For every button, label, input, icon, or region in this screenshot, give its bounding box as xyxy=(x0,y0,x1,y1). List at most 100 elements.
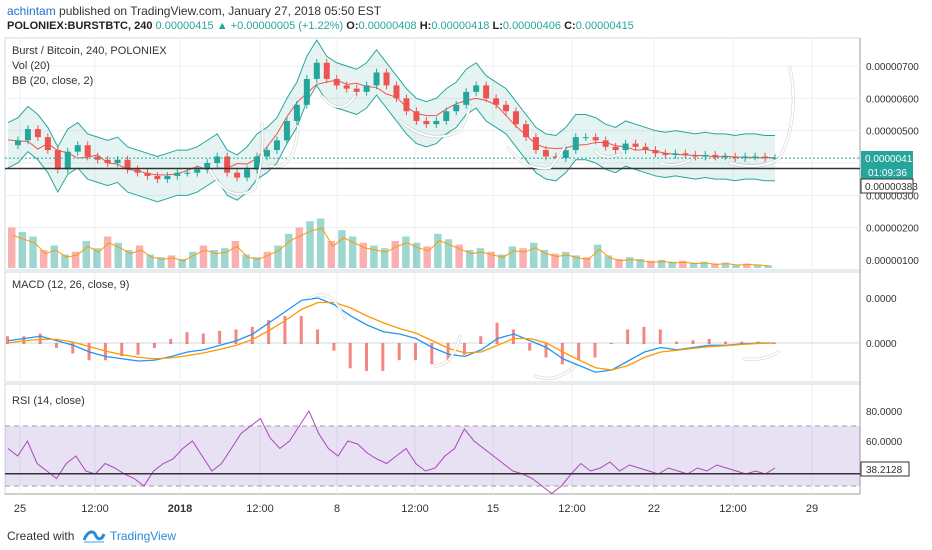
volume-bar xyxy=(572,255,581,268)
volume-bar xyxy=(615,259,623,268)
price-candles xyxy=(5,58,860,184)
macd-histogram-bar xyxy=(38,333,42,344)
rsi-value-tag xyxy=(860,461,910,477)
macd-series xyxy=(5,297,860,373)
macd-histogram-bar xyxy=(283,316,287,344)
volume-bar xyxy=(668,261,676,268)
volume-bar xyxy=(657,259,666,268)
volume-bar xyxy=(50,245,59,268)
candle-body xyxy=(532,137,539,151)
candle-body xyxy=(463,91,470,105)
volume-bar xyxy=(39,250,48,268)
low-value: 0.00000406 xyxy=(502,20,562,32)
candle-body xyxy=(64,151,71,170)
time-tick-label: 29 xyxy=(806,503,818,515)
bb-indicator-label: BB (20, close, 2) xyxy=(12,75,93,87)
macd-histogram-bar xyxy=(381,343,385,371)
candle-body xyxy=(612,146,619,151)
candle-body xyxy=(164,175,171,180)
macd-histogram-bar xyxy=(658,329,662,344)
volume-bar xyxy=(412,242,421,268)
volume-bar xyxy=(689,262,698,268)
volume-bar xyxy=(466,250,474,268)
candle-body xyxy=(234,172,241,178)
candle-body xyxy=(283,120,290,141)
hand-drawn-curve xyxy=(534,365,576,380)
volume-bar xyxy=(71,251,80,268)
macd-histogram-bar xyxy=(250,326,254,344)
candle-body xyxy=(343,85,350,89)
hand-drawn-curve xyxy=(434,335,461,367)
macd-histogram-bar xyxy=(740,341,744,344)
volume-bar xyxy=(391,241,399,268)
volume-bar xyxy=(551,253,559,268)
volume-bar xyxy=(402,236,410,268)
macd-panel[interactable] xyxy=(4,271,861,383)
volume-bar xyxy=(103,236,112,268)
candle-body xyxy=(722,156,729,158)
candle-body xyxy=(184,172,191,174)
volume-bar xyxy=(178,259,186,268)
volume-bar xyxy=(743,263,751,268)
candle-body xyxy=(293,104,300,121)
macd-histogram-bar xyxy=(6,336,9,344)
author-link[interactable]: achintam xyxy=(7,4,56,18)
price-panel[interactable] xyxy=(4,37,861,271)
volume-bar xyxy=(476,248,485,268)
candle-body xyxy=(483,85,490,99)
volume-bar xyxy=(263,251,272,268)
tradingview-brand[interactable]: TradingView xyxy=(110,529,177,543)
chart-canvas[interactable]: 0.00000700 0.00000600 0.00000500 0.00000300… xyxy=(0,36,932,520)
volume-bar xyxy=(295,227,304,268)
candle-body xyxy=(582,137,589,139)
price-panel-title: Burst / Bitcoin, 240, POLONIEX xyxy=(12,45,167,57)
candle-body xyxy=(632,143,639,147)
rsi-panel[interactable] xyxy=(4,383,861,495)
volume-bar xyxy=(423,246,431,268)
publisher-line: achintam published on TradingView.com, J… xyxy=(7,4,381,18)
macd-histogram-bar xyxy=(299,316,303,344)
current-price-label: 0.00000415 xyxy=(865,154,918,165)
macd-histogram-bar xyxy=(71,343,75,354)
bb-lower-line xyxy=(7,84,775,203)
price-tick-label: 0.00000600 xyxy=(866,94,919,105)
candle-body xyxy=(413,111,420,121)
macd-histogram-bar xyxy=(218,330,222,344)
macd-histogram-bar xyxy=(54,343,58,349)
macd-histogram-bar xyxy=(609,343,613,344)
volume-bar xyxy=(721,262,730,268)
volume-ma-line xyxy=(13,227,770,267)
volume-bar xyxy=(306,221,314,268)
price-change: +0.00000005 (+1.22%) xyxy=(230,20,344,32)
volume-bar xyxy=(114,242,122,268)
volume-bar xyxy=(583,257,591,268)
volume-bar xyxy=(519,248,527,268)
high-value: 0.00000418 xyxy=(431,20,490,32)
macd-histogram-bar xyxy=(724,341,728,344)
candle-body xyxy=(762,156,769,159)
volume-bar xyxy=(242,254,250,268)
volume-bar xyxy=(732,264,740,268)
signal-line xyxy=(7,301,776,371)
axis-labels: 0.00000700 0.00000600 0.00000500 0.00000300… xyxy=(14,62,919,515)
macd-tick-label: 0.0000 xyxy=(866,294,897,305)
volume-bar xyxy=(8,227,16,268)
macd-histogram-bar xyxy=(560,343,564,365)
price-tick-label: 0.00000700 xyxy=(866,62,919,73)
hand-drawn-curve xyxy=(729,67,795,168)
bb-fill xyxy=(8,40,775,202)
candle-body xyxy=(263,150,270,157)
candle-body xyxy=(363,85,370,92)
volume-bar xyxy=(764,265,772,268)
volume-bar xyxy=(167,255,176,268)
candle-body xyxy=(513,111,520,125)
volume-bar xyxy=(284,233,293,268)
candle-body xyxy=(244,169,251,178)
time-tick-label: 12:00 xyxy=(401,503,429,515)
time-tick-label: 12:00 xyxy=(558,503,586,515)
candle-body xyxy=(254,156,261,170)
candle-body xyxy=(712,154,719,157)
rsi-panel-title: RSI (14, close) xyxy=(12,395,85,407)
volume-bar xyxy=(231,241,240,268)
tradingview-logo-icon xyxy=(82,530,106,543)
